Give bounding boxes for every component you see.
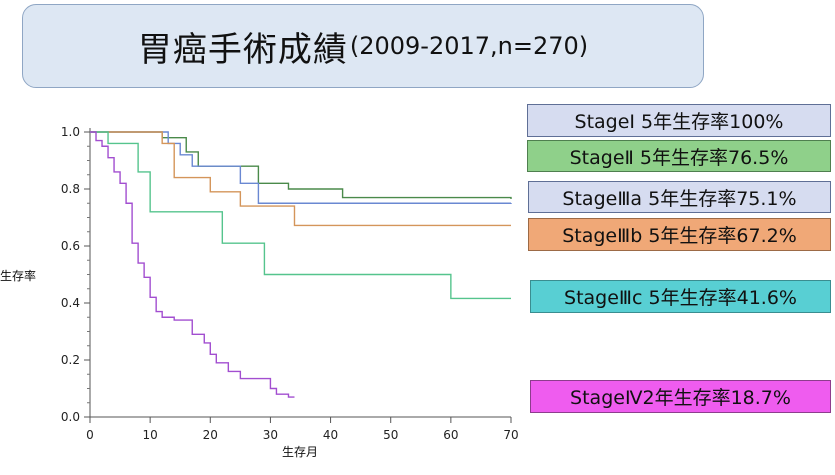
legend-stage-3b: StageⅢb 5年生存率67.2% xyxy=(528,218,831,251)
legend-stage-4: StageⅣ2年生存率18.7% xyxy=(530,380,831,413)
title-box: 胃癌手術成績 (2009-2017,n=270) xyxy=(22,4,704,88)
x-tick-label: 30 xyxy=(263,428,278,442)
legend-stage-2: StageⅡ 5年生存率76.5% xyxy=(527,140,831,172)
legend-label-stage-3c: StageⅢc 5年生存率41.6% xyxy=(564,287,797,309)
legend-label-stage-3a: StageⅢa 5年生存率75.1% xyxy=(562,187,797,210)
x-tick-label: 60 xyxy=(443,428,458,442)
y-tick-label: 0.6 xyxy=(61,239,80,253)
title-main: 胃癌手術成績 xyxy=(137,29,348,70)
y-tick-label: 1.0 xyxy=(61,125,80,139)
survival-chart: 0.0 0.2 0.4 0.6 0.8 1.0 0 10 20 30 40 50 60 70 生存月 生存… xyxy=(0,125,519,459)
legend-label-stage-3b: StageⅢb 5年生存率67.2% xyxy=(562,225,797,247)
legend-stage-3a: StageⅢa 5年生存率75.1% xyxy=(528,181,831,213)
y-tick-label: 0.4 xyxy=(61,296,80,310)
x-axis-label: 生存月 xyxy=(282,445,318,459)
x-tick-label: 0 xyxy=(86,428,94,442)
x-tick-label: 40 xyxy=(323,428,338,442)
x-tick-label: 70 xyxy=(503,428,518,442)
survival-curve-0 xyxy=(90,131,512,199)
title-sub: (2009-2017,n=270) xyxy=(349,32,589,60)
y-tick-label: 0.0 xyxy=(61,410,80,424)
legend-stage-1: StageⅠ 5年生存率100% xyxy=(527,104,831,137)
axes: 0.0 0.2 0.4 0.6 0.8 1.0 0 10 20 30 40 50 60 70 xyxy=(61,125,519,442)
survival-curve-4 xyxy=(90,131,295,398)
legend-stage-3c: StageⅢc 5年生存率41.6% xyxy=(530,280,831,313)
survival-curves xyxy=(90,131,512,398)
x-tick-label: 20 xyxy=(203,428,218,442)
legend-label-stage-1: StageⅠ 5年生存率100% xyxy=(574,111,784,133)
y-tick-label: 0.8 xyxy=(61,182,80,196)
y-axis-label: 生存率 xyxy=(0,268,36,283)
x-tick-label: 50 xyxy=(383,428,398,442)
legend-label-stage-2: StageⅡ 5年生存率76.5% xyxy=(569,146,789,169)
survival-curve-3 xyxy=(90,131,511,300)
legend-label-stage-4: StageⅣ2年生存率18.7% xyxy=(570,387,791,409)
survival-curve-2 xyxy=(90,131,511,227)
y-tick-label: 0.2 xyxy=(61,353,80,367)
survival-curve-1 xyxy=(90,131,512,204)
x-tick-label: 10 xyxy=(143,428,158,442)
